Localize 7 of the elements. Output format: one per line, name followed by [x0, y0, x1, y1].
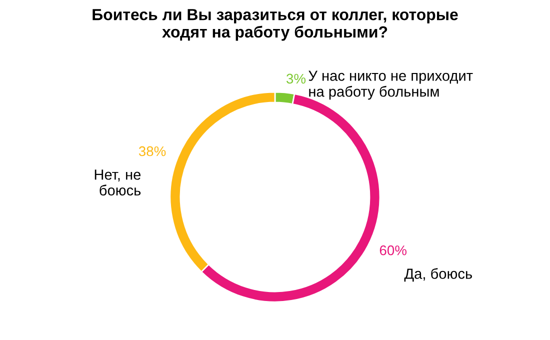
- slice-label: У нас никто не приходит на работу больным: [308, 70, 473, 100]
- data-label: 60%: [380, 245, 406, 256]
- chart-title: Боитесь ли Вы заразиться от коллег, которые ходят на работу больными?: [92, 9, 458, 41]
- data-label: 38%: [138, 146, 166, 156]
- data-label: 3%: [286, 74, 306, 84]
- slice-label: Нет, не боюсь: [94, 170, 141, 196]
- slice-label: Да, боюсь: [404, 268, 472, 282]
